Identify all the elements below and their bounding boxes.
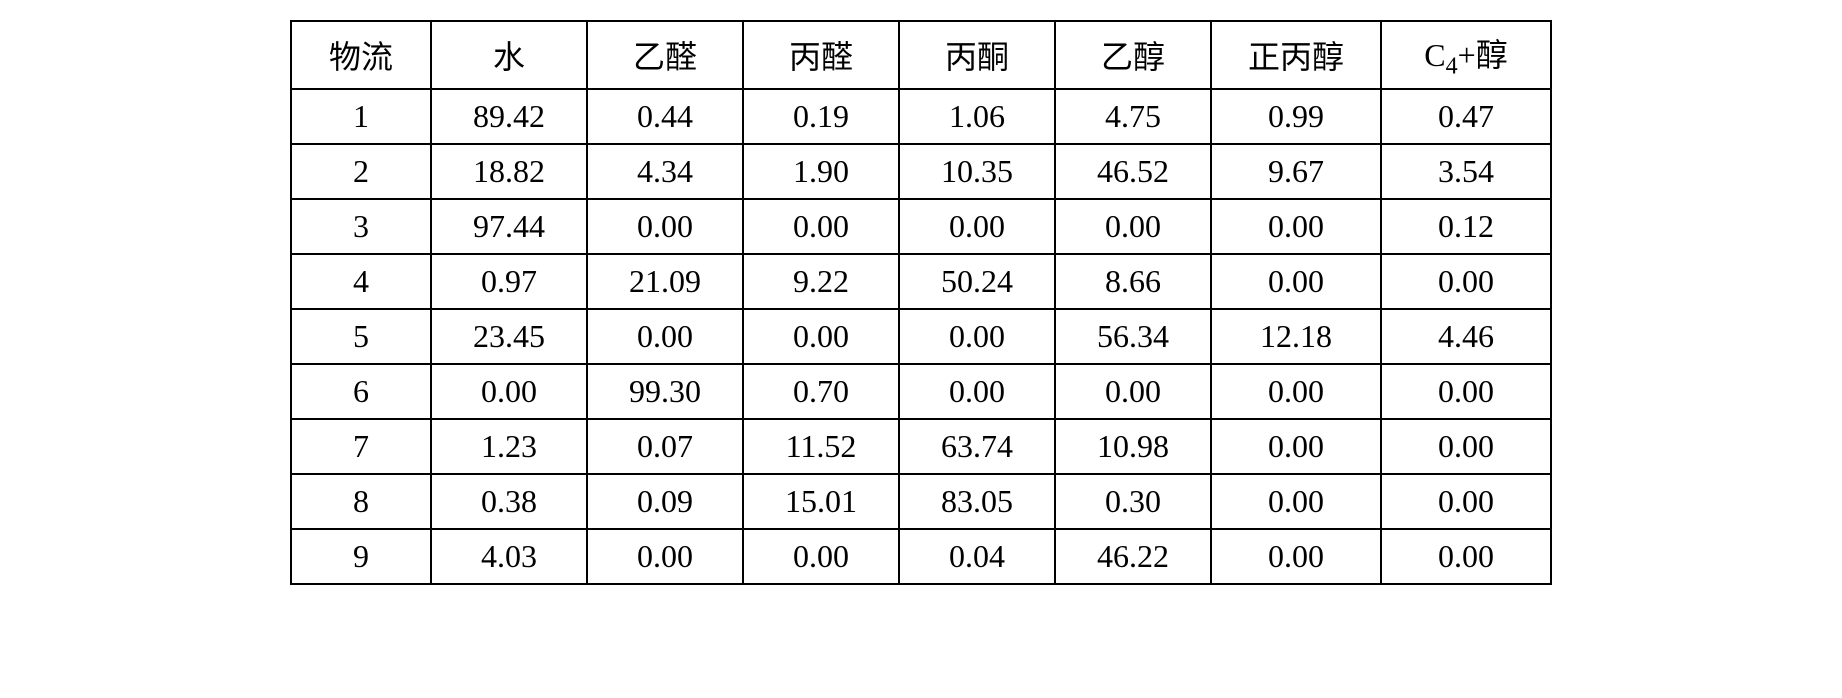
table-cell: 0.00: [1381, 254, 1551, 309]
table-cell: 1.06: [899, 89, 1055, 144]
data-table: 物流 水 乙醛 丙醛 丙酮 乙醇 正丙醇 C4+醇 189.420.440.19…: [290, 20, 1552, 585]
table-cell: 4.34: [587, 144, 743, 199]
table-cell: 1.23: [431, 419, 587, 474]
table-cell: 18.82: [431, 144, 587, 199]
table-cell: 0.00: [1381, 474, 1551, 529]
table-cell: 4.75: [1055, 89, 1211, 144]
table-cell: 0.09: [587, 474, 743, 529]
table-cell: 3.54: [1381, 144, 1551, 199]
table-header-row: 物流 水 乙醛 丙醛 丙酮 乙醇 正丙醇 C4+醇: [291, 21, 1551, 89]
table-cell: 0.00: [1211, 254, 1381, 309]
table-cell: 0.07: [587, 419, 743, 474]
table-cell: 0.00: [899, 309, 1055, 364]
table-cell: 6: [291, 364, 431, 419]
table-cell: 0.12: [1381, 199, 1551, 254]
table-body: 189.420.440.191.064.750.990.47218.824.34…: [291, 89, 1551, 584]
table-cell: 4.46: [1381, 309, 1551, 364]
table-cell: 5: [291, 309, 431, 364]
table-cell: 9.67: [1211, 144, 1381, 199]
table-row: 523.450.000.000.0056.3412.184.46: [291, 309, 1551, 364]
table-cell: 0.00: [431, 364, 587, 419]
table-cell: 0.70: [743, 364, 899, 419]
table-cell: 0.00: [1381, 529, 1551, 584]
table-cell: 0.44: [587, 89, 743, 144]
table-cell: 2: [291, 144, 431, 199]
table-cell: 4.03: [431, 529, 587, 584]
table-cell: 99.30: [587, 364, 743, 419]
table-cell: 83.05: [899, 474, 1055, 529]
table-cell: 0.99: [1211, 89, 1381, 144]
table-cell: 1.90: [743, 144, 899, 199]
col-header: 丙酮: [899, 21, 1055, 89]
table-cell: 0.00: [1211, 529, 1381, 584]
col-header: 正丙醇: [1211, 21, 1381, 89]
table-cell: 11.52: [743, 419, 899, 474]
table-cell: 50.24: [899, 254, 1055, 309]
col-header: 乙醇: [1055, 21, 1211, 89]
table-cell: 0.19: [743, 89, 899, 144]
table-cell: 8.66: [1055, 254, 1211, 309]
table-cell: 0.00: [899, 199, 1055, 254]
table-cell: 0.00: [1381, 364, 1551, 419]
table-cell: 89.42: [431, 89, 587, 144]
table-row: 71.230.0711.5263.7410.980.000.00: [291, 419, 1551, 474]
table-cell: 0.00: [587, 529, 743, 584]
table-cell: 0.00: [1211, 364, 1381, 419]
table-cell: 4: [291, 254, 431, 309]
table-cell: 9.22: [743, 254, 899, 309]
table-cell: 0.97: [431, 254, 587, 309]
table-cell: 0.47: [1381, 89, 1551, 144]
table-cell: 56.34: [1055, 309, 1211, 364]
table-row: 40.9721.099.2250.248.660.000.00: [291, 254, 1551, 309]
col-header: 水: [431, 21, 587, 89]
table-cell: 1: [291, 89, 431, 144]
table-cell: 0.00: [1381, 419, 1551, 474]
table-row: 94.030.000.000.0446.220.000.00: [291, 529, 1551, 584]
col-header: 丙醛: [743, 21, 899, 89]
table-cell: 0.00: [587, 199, 743, 254]
table-cell: 0.00: [1055, 364, 1211, 419]
table-cell: 3: [291, 199, 431, 254]
table-cell: 0.00: [1055, 199, 1211, 254]
table-cell: 97.44: [431, 199, 587, 254]
table-cell: 7: [291, 419, 431, 474]
table-cell: 0.00: [743, 309, 899, 364]
col-header: 物流: [291, 21, 431, 89]
table-cell: 0.00: [1211, 474, 1381, 529]
table-cell: 10.98: [1055, 419, 1211, 474]
table-row: 218.824.341.9010.3546.529.673.54: [291, 144, 1551, 199]
table-cell: 9: [291, 529, 431, 584]
table-cell: 0.00: [899, 364, 1055, 419]
col-header: C4+醇: [1381, 21, 1551, 89]
table-cell: 63.74: [899, 419, 1055, 474]
table-cell: 0.30: [1055, 474, 1211, 529]
table-cell: 0.00: [743, 529, 899, 584]
col-header: 乙醛: [587, 21, 743, 89]
table-cell: 23.45: [431, 309, 587, 364]
table-cell: 12.18: [1211, 309, 1381, 364]
table-cell: 46.22: [1055, 529, 1211, 584]
table-cell: 0.00: [743, 199, 899, 254]
table-cell: 46.52: [1055, 144, 1211, 199]
table-cell: 0.38: [431, 474, 587, 529]
table-row: 60.0099.300.700.000.000.000.00: [291, 364, 1551, 419]
table-row: 397.440.000.000.000.000.000.12: [291, 199, 1551, 254]
table-cell: 0.00: [1211, 419, 1381, 474]
table-cell: 0.00: [1211, 199, 1381, 254]
table-cell: 0.00: [587, 309, 743, 364]
table-cell: 21.09: [587, 254, 743, 309]
table-row: 189.420.440.191.064.750.990.47: [291, 89, 1551, 144]
table-header: 物流 水 乙醛 丙醛 丙酮 乙醇 正丙醇 C4+醇: [291, 21, 1551, 89]
table-cell: 8: [291, 474, 431, 529]
table-cell: 0.04: [899, 529, 1055, 584]
table-cell: 10.35: [899, 144, 1055, 199]
table-cell: 15.01: [743, 474, 899, 529]
table-row: 80.380.0915.0183.050.300.000.00: [291, 474, 1551, 529]
